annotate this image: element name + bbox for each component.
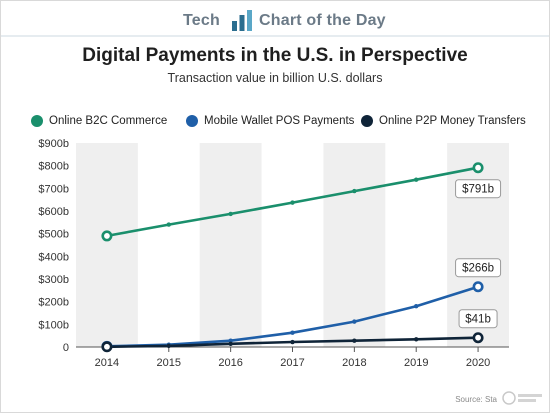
y-tick-label: $400b: [38, 251, 69, 263]
y-tick-label: $200b: [38, 297, 69, 309]
data-point-p2p-2015: [166, 343, 171, 349]
callout-box-p2p: [458, 309, 498, 329]
y-tick-label: $700b: [38, 183, 69, 195]
y-tick-label: 0: [63, 342, 69, 354]
y-tick-label: $800b: [38, 161, 69, 173]
legend-item-p2p[interactable]: Online P2P Money Transfers: [361, 113, 526, 129]
brand-header: Tech Chart of the Day: [1, 7, 549, 35]
brand-left-word: Tech: [183, 12, 220, 29]
x-tick-label: 2016: [218, 357, 242, 369]
data-point-p2p-2020: [472, 332, 484, 344]
data-point-mobile-wallet-2019: [414, 304, 419, 309]
data-point-b2c-2016: [228, 211, 233, 217]
legend-item-mobile-wallet[interactable]: Mobile Wallet POS Payments: [186, 113, 354, 129]
legend-dot-p2p: [361, 115, 373, 127]
data-point-b2c-2015: [166, 222, 171, 227]
x-tick-label: 2020: [466, 357, 490, 369]
source-credit: Source: Sta: [455, 395, 497, 404]
callout-label-p2p: $41b: [465, 314, 491, 326]
x-tick-label: 2014: [95, 357, 119, 369]
plot-bands: [76, 143, 509, 347]
x-axis: 2014 2015 2016 2017 2018 2019 2020: [76, 346, 509, 369]
legend-label-b2c: Online B2C Commerce: [49, 115, 168, 127]
bar-chart-logo-icon: [232, 10, 252, 31]
legend-dot-b2c: [31, 115, 43, 127]
plot-band-2014: [76, 143, 138, 347]
y-tick-label: $600b: [38, 206, 69, 218]
header-divider: [1, 35, 549, 37]
callout-label-mobile-wallet: $266b: [462, 263, 494, 275]
brand-right-word: Chart of the Day: [259, 12, 386, 29]
legend-label-p2p: Online P2P Money Transfers: [379, 115, 526, 127]
series-points: [101, 162, 484, 353]
x-tick-label: 2015: [157, 357, 181, 369]
x-tick-label: 2019: [404, 357, 428, 369]
watermark-icon: [502, 391, 542, 405]
chart-legend: Online B2C Commerce Mobile Wallet POS Pa…: [31, 113, 541, 129]
data-point-b2c-2017: [290, 200, 295, 205]
series-line-mobile-wallet: [105, 285, 480, 348]
data-point-p2p-2019: [414, 337, 419, 342]
data-point-p2p-2016: [228, 341, 233, 347]
data-point-p2p-2018: [352, 338, 357, 343]
data-point-b2c-2019: [414, 177, 419, 182]
data-point-mobile-wallet-2016: [228, 338, 233, 343]
legend-dot-mobile-wallet: [186, 115, 198, 127]
y-tick-label: $100b: [38, 319, 69, 331]
y-tick-label: $300b: [38, 274, 69, 286]
data-point-p2p-2017: [290, 339, 295, 345]
plot-band-2018: [323, 143, 386, 347]
chart-title: Digital Payments in the U.S. in Perspect…: [82, 45, 468, 66]
plot-band-2016: [199, 143, 262, 347]
value-callouts: $791b $266b $41b: [455, 179, 502, 329]
series-lines: [105, 166, 480, 349]
callout-box-mobile-wallet: [455, 258, 502, 278]
legend-label-mobile-wallet: Mobile Wallet POS Payments: [204, 115, 355, 127]
chart-subtitle: Transaction value in billion U.S. dollar…: [167, 71, 383, 85]
line-chart: 0 $100b $200b $300b $400b $500b $600b $700b $800…: [38, 138, 509, 369]
legend-item-b2c[interactable]: Online B2C Commerce: [31, 113, 167, 129]
data-point-mobile-wallet-2020: [472, 281, 484, 293]
callout-label-b2c: $791b: [462, 184, 494, 196]
data-point-b2c-2018: [352, 188, 357, 194]
y-tick-label: $500b: [38, 229, 69, 241]
y-axis: 0 $100b $200b $300b $400b $500b $600b $700b $800…: [38, 138, 69, 354]
data-point-p2p-2014: [101, 341, 113, 353]
data-point-mobile-wallet-2018: [352, 319, 357, 324]
x-tick-label: 2017: [280, 357, 304, 369]
x-tick-label: 2018: [342, 357, 366, 369]
callout-box-b2c: [455, 179, 502, 199]
chart-footer: Source: Sta: [1, 385, 549, 411]
data-point-mobile-wallet-2017: [290, 330, 295, 335]
data-point-b2c-2020: [472, 162, 484, 174]
data-point-b2c-2014: [101, 230, 113, 242]
y-tick-label: $900b: [38, 138, 69, 150]
